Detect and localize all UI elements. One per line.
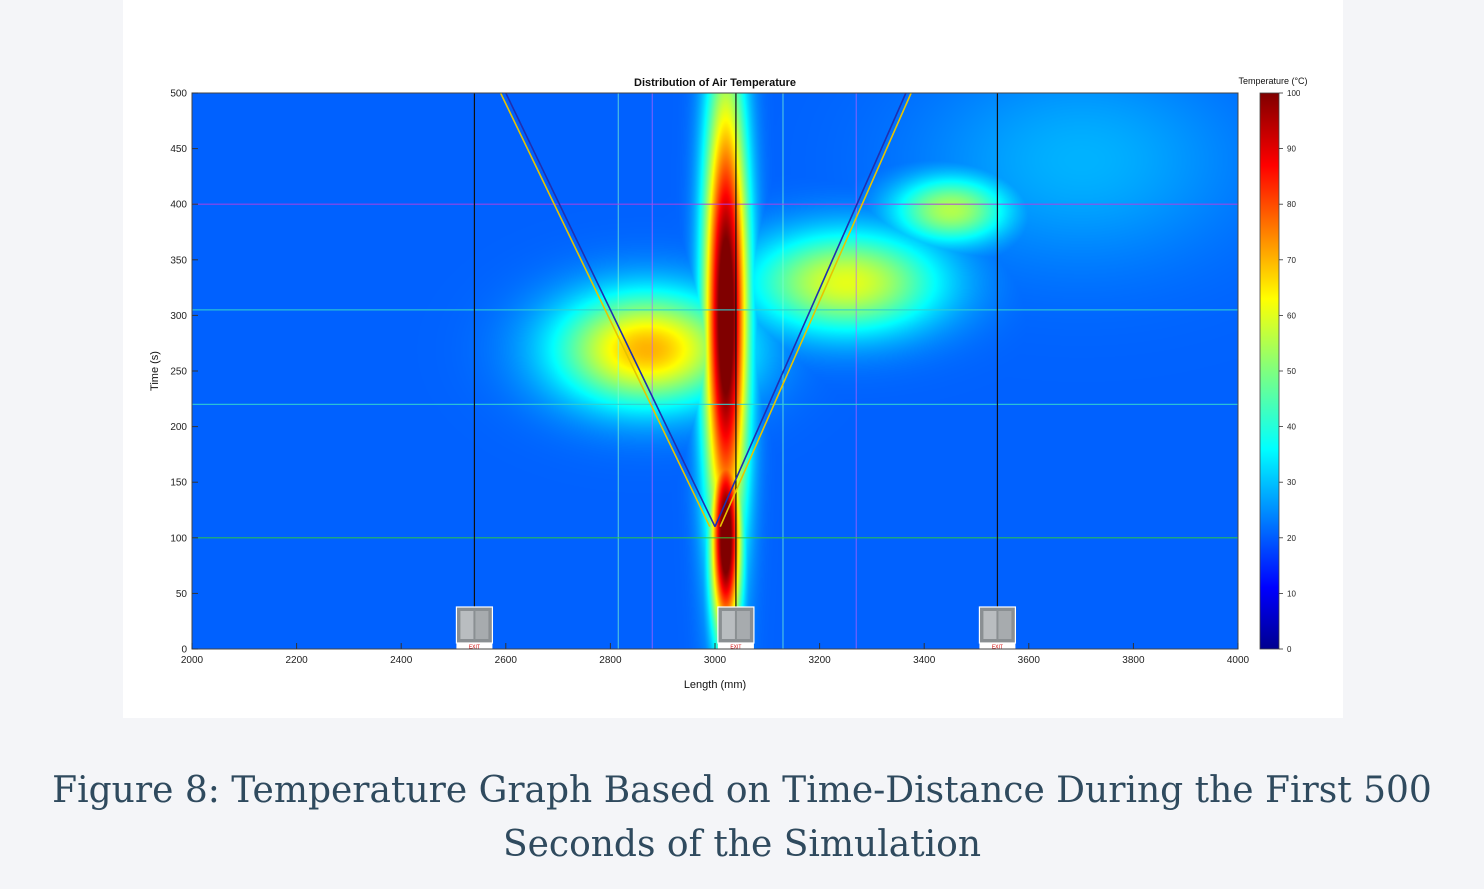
colorbar-tick-label: 60	[1287, 311, 1296, 320]
y-tick-label: 100	[170, 533, 187, 544]
exit-label: EXIT	[992, 645, 1003, 651]
y-tick-label: 450	[170, 144, 187, 155]
exit-door-icon: EXIT	[978, 606, 1017, 651]
y-tick-label: 400	[170, 200, 187, 211]
exit-door-icon: EXIT	[717, 606, 755, 651]
y-tick-label: 150	[170, 478, 187, 489]
figure-card: Distribution of Air Temperature EXIT EXIT…	[123, 0, 1343, 718]
x-tick-label: 2600	[495, 655, 518, 666]
colorbar-tick-label: 80	[1287, 200, 1296, 209]
figure-caption: Figure 8: Temperature Graph Based on Tim…	[52, 770, 1432, 865]
x-axis-label: Length (mm)	[684, 679, 746, 691]
x-tick-label: 2000	[181, 655, 204, 666]
x-tick-label: 3400	[913, 655, 936, 666]
y-tick-label: 0	[181, 645, 187, 656]
heatmap-raster-container	[192, 93, 1238, 649]
y-tick-label: 200	[170, 422, 187, 433]
x-tick-label: 3800	[1122, 655, 1145, 666]
colorbar-tick-label: 70	[1287, 256, 1296, 265]
exit-door-icon: EXIT	[455, 606, 494, 651]
spread-line	[714, 93, 907, 528]
plot-area: EXIT EXIT EXIT	[191, 92, 1239, 651]
x-tick-label: 2800	[599, 655, 622, 666]
x-tick-label: 3200	[808, 655, 831, 666]
colorbar-tick-label: 90	[1287, 145, 1296, 154]
y-axis-label: Time (s)	[149, 351, 161, 391]
colorbar-tick-label: 0	[1287, 645, 1292, 654]
colorbar-ticks: 0 10 20 30 40 50 60 70 80 90 100	[1279, 89, 1301, 654]
spread-line	[499, 93, 711, 528]
diagonal-lines	[499, 93, 912, 528]
colorbar-tick-label: 100	[1287, 89, 1301, 98]
y-tick-label: 500	[170, 89, 187, 100]
y-tick-label: 50	[176, 589, 188, 600]
y-axis: 0 50 100 150 200 250 300 350 400 450 500	[170, 89, 198, 656]
temperature-heatmap-chart: Distribution of Air Temperature EXIT EXIT…	[149, 76, 1308, 691]
y-tick-label: 300	[170, 311, 187, 322]
colorbar-tick-label: 20	[1287, 534, 1296, 543]
y-tick-label: 250	[170, 367, 187, 378]
chart-title: Distribution of Air Temperature	[634, 77, 796, 89]
x-tick-label: 2400	[390, 655, 413, 666]
y-tick-label: 350	[170, 255, 187, 266]
x-tick-label: 4000	[1227, 655, 1250, 666]
heatmap-raster	[192, 93, 1238, 649]
colorbar-label: Temperature (°C)	[1238, 76, 1307, 86]
x-tick-label: 3600	[1018, 655, 1041, 666]
x-axis: 2000 2200 2400 2600 2800 3000 3200 3400 3600 3800…	[181, 643, 1250, 666]
spread-line	[505, 93, 716, 528]
colorbar-tick-label: 40	[1287, 423, 1296, 432]
colorbar-tick-label: 50	[1287, 367, 1296, 376]
colorbar-gradient	[1259, 92, 1280, 650]
colorbar-tick-label: 30	[1287, 478, 1296, 487]
spread-line	[719, 93, 912, 528]
exit-label: EXIT	[730, 645, 741, 651]
x-tick-label: 3000	[704, 655, 727, 666]
x-tick-label: 2200	[285, 655, 308, 666]
exit-markers: EXIT EXIT EXIT	[455, 606, 1017, 651]
colorbar-tick-label: 10	[1287, 589, 1296, 598]
colorbar: Temperature (°C) 0 10 20 30 40 50 60 70 80 90 100	[1238, 76, 1307, 654]
exit-label: EXIT	[469, 645, 480, 651]
